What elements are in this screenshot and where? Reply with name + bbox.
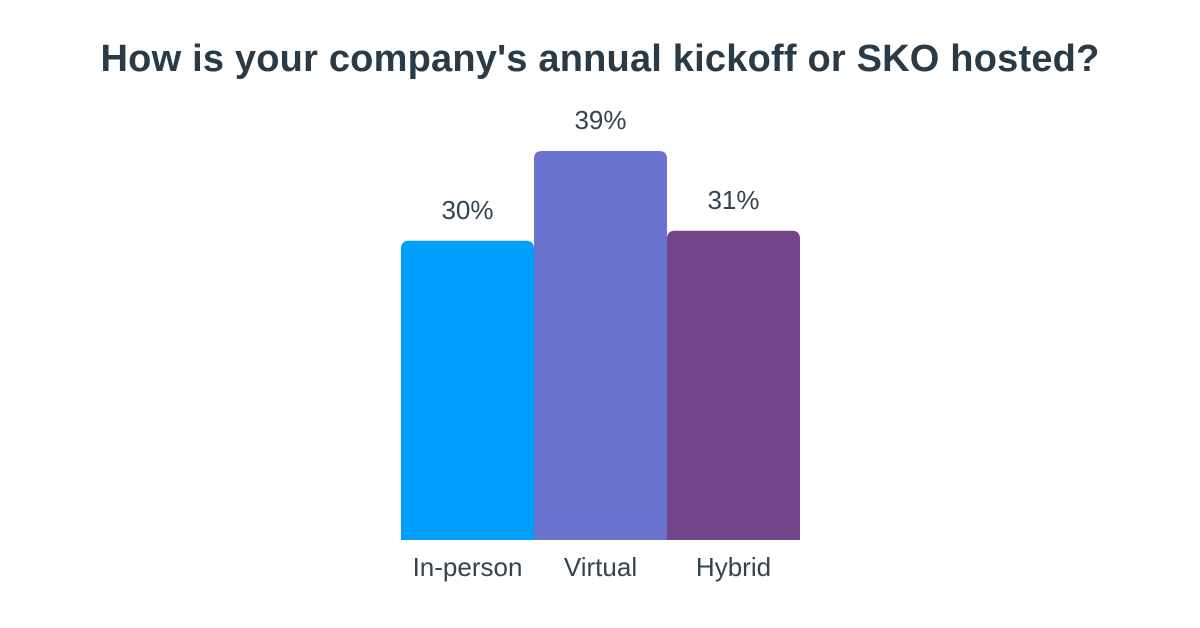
value-label: 31%	[707, 185, 759, 215]
bars-layer	[401, 151, 800, 541]
bar-virtual	[534, 151, 667, 540]
category-labels-layer: In-person Virtual Hybrid	[413, 552, 771, 582]
value-label: 39%	[574, 105, 626, 135]
value-label: 30%	[441, 195, 493, 225]
category-label: Virtual	[564, 552, 637, 582]
category-label: Hybrid	[696, 552, 771, 582]
bar-hybrid	[667, 230, 800, 541]
value-labels-layer: 30% 39% 31%	[441, 105, 759, 225]
chart-title: How is your company's annual kickoff or …	[100, 38, 1100, 80]
category-label: In-person	[413, 552, 523, 582]
bar-in-person	[401, 240, 534, 540]
